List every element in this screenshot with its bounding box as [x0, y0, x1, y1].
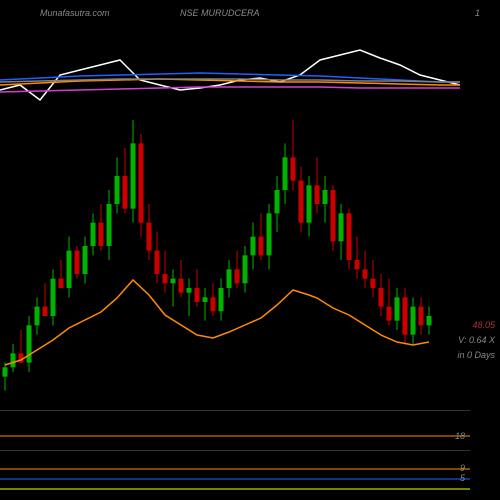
watermark-text: Munafasutra.com: [40, 8, 110, 18]
panel2-label-a: 9: [460, 463, 465, 473]
ticker-symbol: NSE MURUDCERA: [180, 8, 260, 18]
indicator-panel-1: 18: [0, 410, 470, 450]
panel2-label-b: 5: [460, 473, 465, 483]
moving-averages-panel: [0, 30, 470, 120]
candlestick-chart[interactable]: [0, 120, 470, 400]
timeframe-indicator: 1: [475, 8, 480, 18]
last-price-value: 48.05: [472, 320, 495, 330]
volume-value: V: 0.64 X: [458, 335, 495, 345]
days-value: in 0 Days: [457, 350, 495, 360]
indicator-panel-2: 9 5: [0, 450, 470, 500]
stock-chart-container: Munafasutra.com NSE MURUDCERA 1 48.05 V:…: [0, 0, 500, 500]
panel1-label: 18: [455, 431, 465, 441]
